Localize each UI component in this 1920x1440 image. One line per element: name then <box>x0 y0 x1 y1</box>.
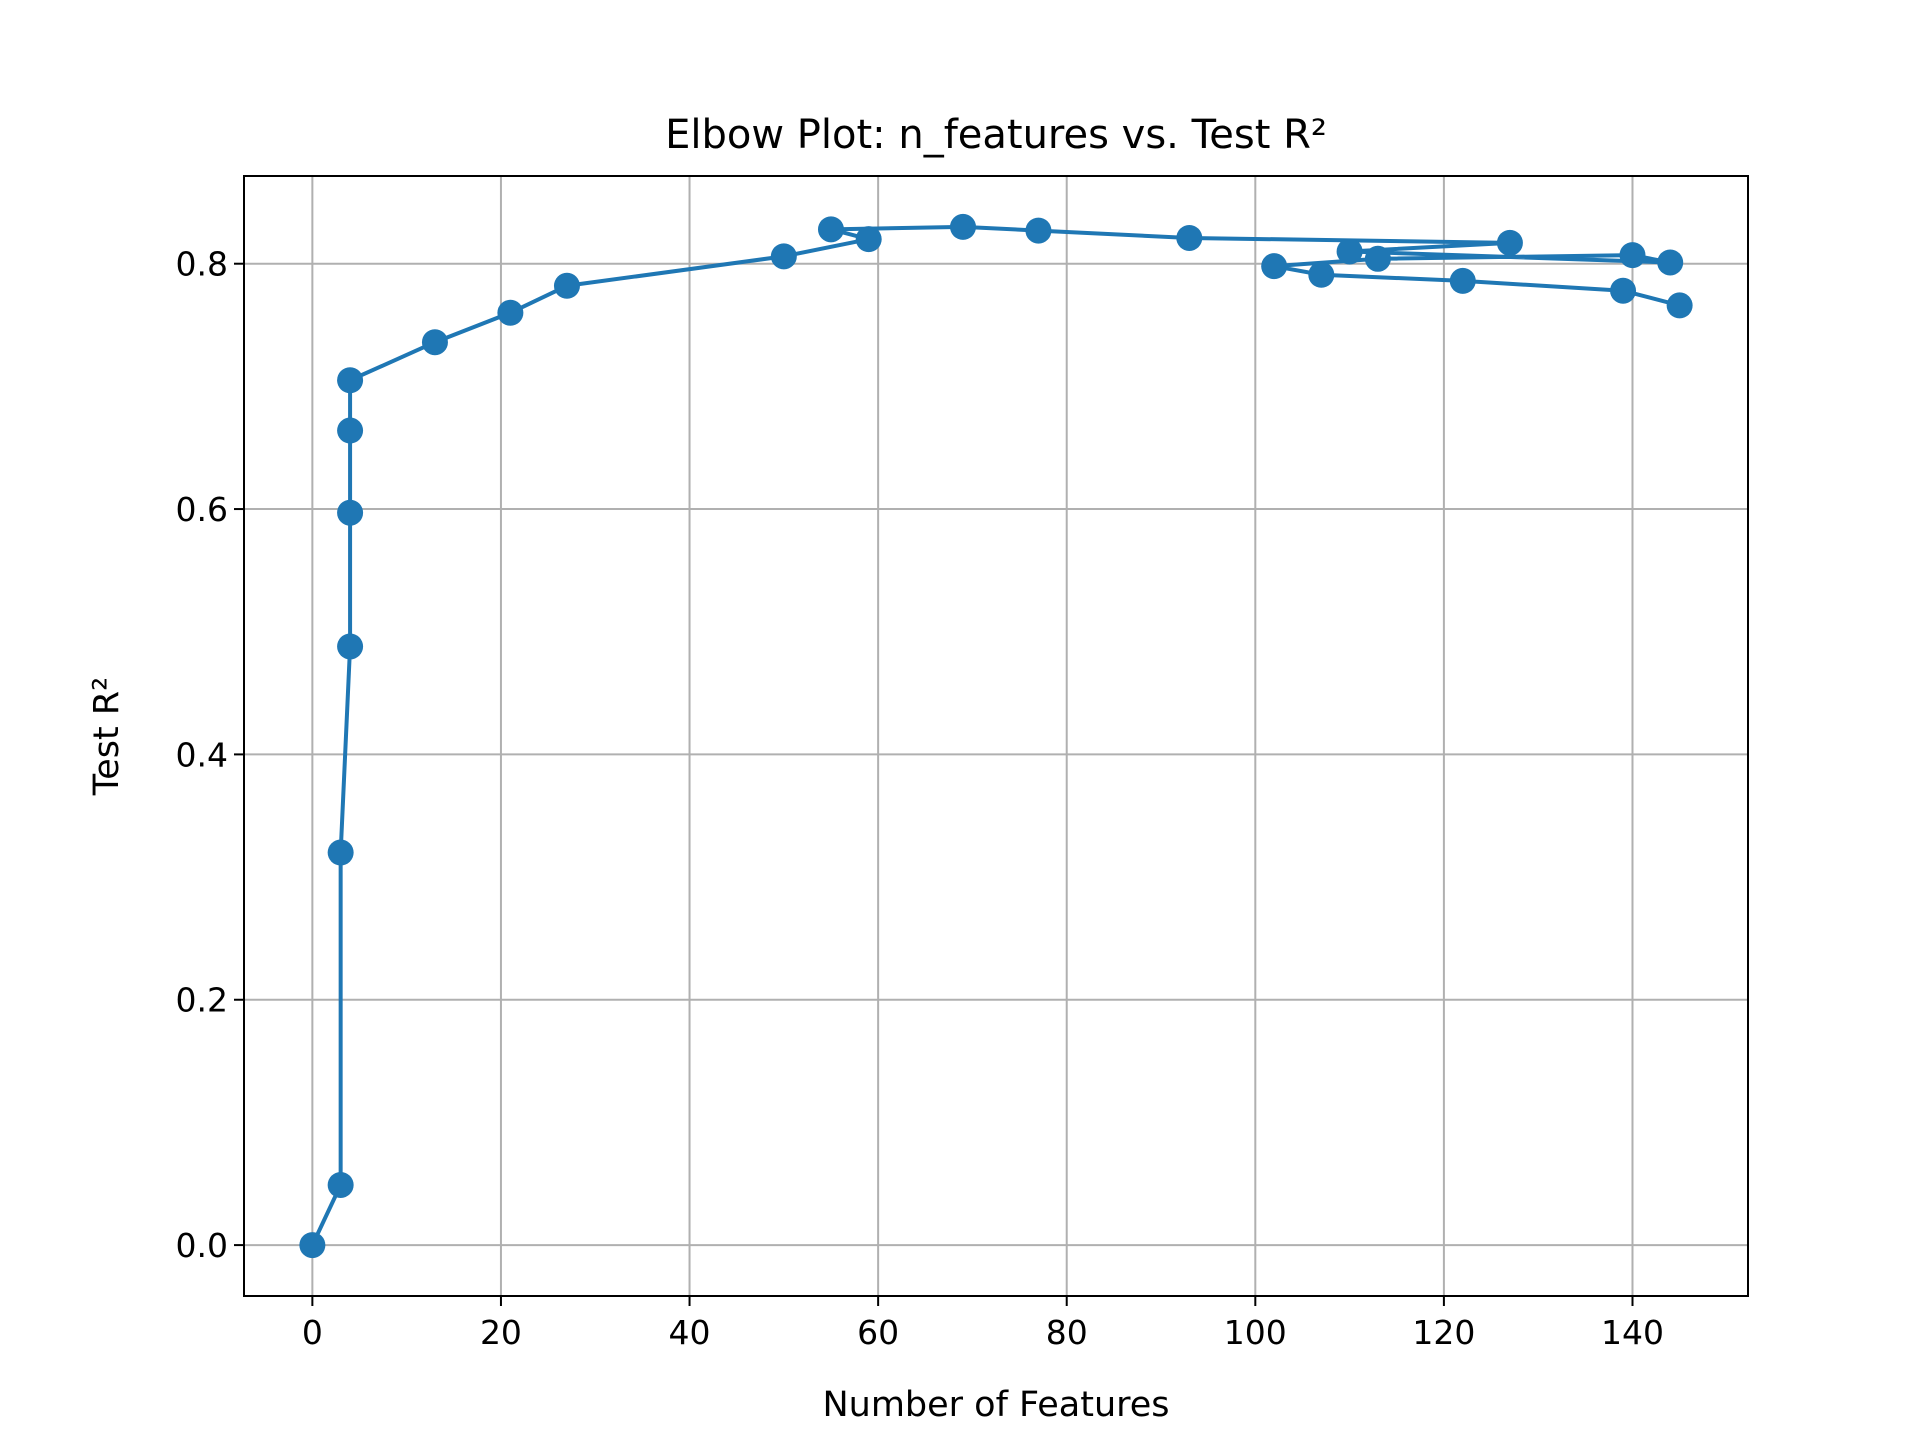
x-tick-label: 120 <box>1412 1313 1475 1352</box>
data-point <box>553 272 580 299</box>
data-point <box>1657 249 1684 276</box>
data-point <box>855 226 882 253</box>
data-point <box>337 367 364 394</box>
y-tick-label: 0.4 <box>176 735 228 774</box>
y-axis-label: Test R² <box>87 677 127 796</box>
data-point <box>337 633 364 660</box>
data-point <box>1666 292 1693 319</box>
data-point <box>421 329 448 356</box>
data-point <box>817 216 844 243</box>
data-point <box>1308 261 1335 288</box>
plot-frame <box>243 175 1749 1297</box>
series-line <box>310 224 1681 1246</box>
y-tick-label: 0.0 <box>176 1226 228 1265</box>
x-tick-label: 0 <box>302 1313 323 1352</box>
chart-title: Elbow Plot: n_features vs. Test R² <box>665 112 1327 158</box>
data-point <box>1364 245 1391 272</box>
data-point <box>337 417 364 444</box>
data-point <box>1025 217 1052 244</box>
data-point <box>337 499 364 526</box>
x-tick-label: 40 <box>669 1313 711 1352</box>
x-tick-label: 60 <box>857 1313 899 1352</box>
grid-lines <box>244 176 1748 1296</box>
x-tick-label: 140 <box>1601 1313 1664 1352</box>
data-point <box>949 213 976 240</box>
y-tick-label: 0.8 <box>176 245 228 284</box>
series-markers <box>299 213 1693 1259</box>
data-point <box>1449 267 1476 294</box>
data-point <box>299 1232 326 1259</box>
x-tick-label: 100 <box>1224 1313 1287 1352</box>
data-point <box>327 1171 354 1198</box>
data-point <box>1610 277 1637 304</box>
data-point <box>497 299 524 326</box>
data-point <box>1176 224 1203 251</box>
data-point <box>1496 229 1523 256</box>
y-tick-label: 0.6 <box>176 490 228 529</box>
data-point <box>1261 253 1288 280</box>
data-point <box>770 243 797 270</box>
data-point <box>327 839 354 866</box>
series-line-layer <box>310 224 1681 1246</box>
data-point <box>1619 242 1646 269</box>
x-axis-label: Number of Features <box>822 1385 1169 1425</box>
data-point <box>1336 238 1363 265</box>
y-axis-ticks: 0.0 0.2 0.4 0.6 0.8 <box>176 245 244 1265</box>
x-tick-label: 80 <box>1046 1313 1088 1352</box>
x-tick-label: 20 <box>480 1313 522 1352</box>
x-axis-ticks: 0 20 40 60 80 100 120 140 <box>302 1296 1664 1352</box>
y-tick-label: 0.2 <box>176 981 228 1020</box>
